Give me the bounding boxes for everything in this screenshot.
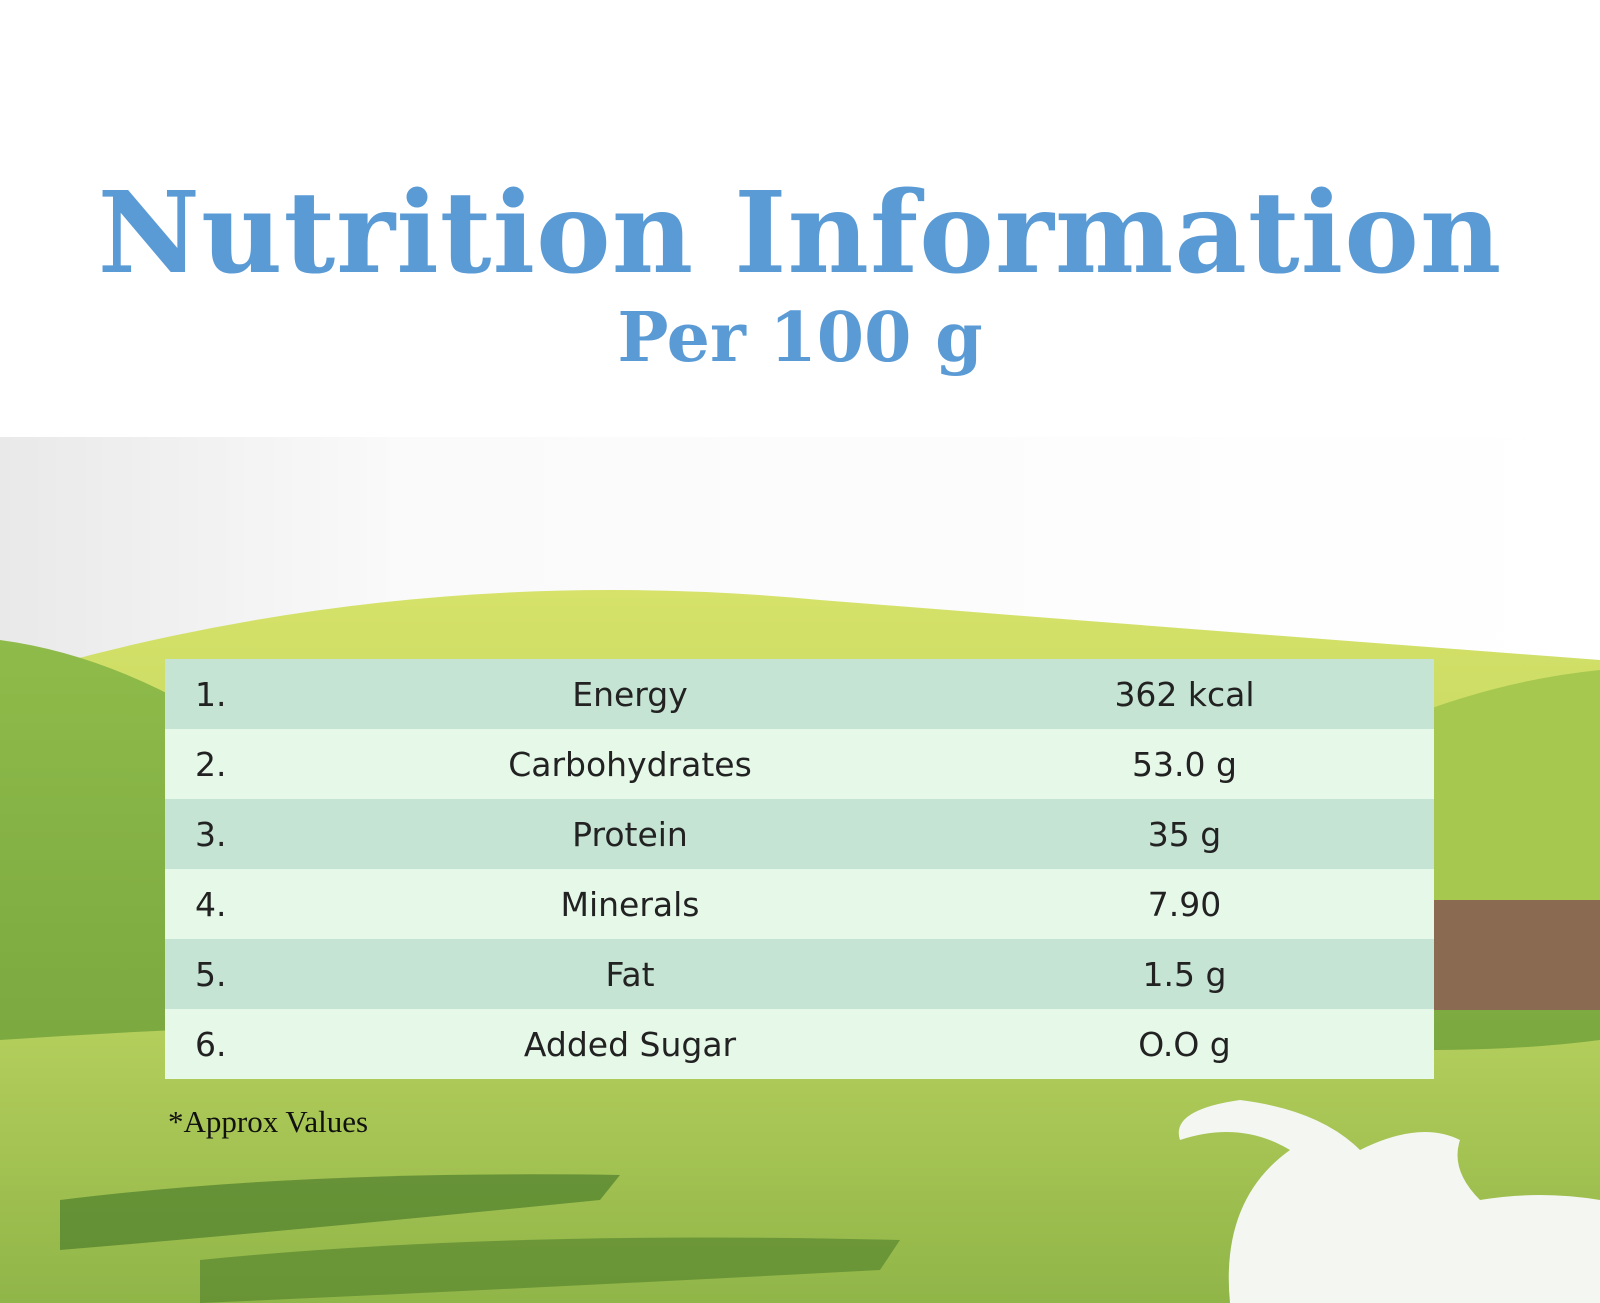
- nutrient-name: Minerals: [560, 884, 700, 924]
- row-number: 3.: [195, 814, 227, 854]
- table-row: 3. Protein 35 g: [165, 799, 1434, 869]
- table-row: 5. Fat 1.5 g: [165, 939, 1434, 1009]
- table-body: 1. Energy 362 kcal 2. Carbohydrates 53.0 g 3. P…: [165, 659, 1434, 1079]
- nutrient-value: O.O g: [1138, 1024, 1231, 1064]
- nutrient-name: Added Sugar: [523, 1024, 737, 1064]
- subtitle: Per 100 g: [617, 298, 983, 378]
- nutrient-value: 35 g: [1147, 814, 1222, 854]
- title: Nutrition Information: [97, 168, 1503, 299]
- table-row: 1. Energy 362 kcal: [165, 659, 1434, 729]
- row-number: 2.: [195, 744, 227, 784]
- nutrient-value: 1.5 g: [1142, 954, 1227, 994]
- row-number: 4.: [195, 884, 227, 924]
- table-row: 6. Added Sugar O.O g: [165, 1009, 1434, 1079]
- nutrient-value: 53.0 g: [1132, 744, 1237, 784]
- nutrient-name: Carbohydrates: [508, 744, 752, 784]
- nutrient-value: 362 kcal: [1114, 674, 1255, 714]
- row-number: 5.: [195, 954, 227, 994]
- footnote: *Approx Values: [168, 1104, 369, 1139]
- row-number: 6.: [195, 1024, 227, 1064]
- nutrition-table: 1. Energy 362 kcal 2. Carbohydrates 53.0 g 3. P…: [165, 659, 1434, 1079]
- nutrient-name: Fat: [605, 954, 655, 994]
- table-row: 4. Minerals 7.90: [165, 869, 1434, 939]
- nutrient-name: Energy: [572, 674, 688, 714]
- table-row: 2. Carbohydrates 53.0 g: [165, 729, 1434, 799]
- nutrient-value: 7.90: [1147, 884, 1222, 924]
- row-number: 1.: [195, 674, 227, 714]
- nutrient-name: Protein: [572, 814, 688, 854]
